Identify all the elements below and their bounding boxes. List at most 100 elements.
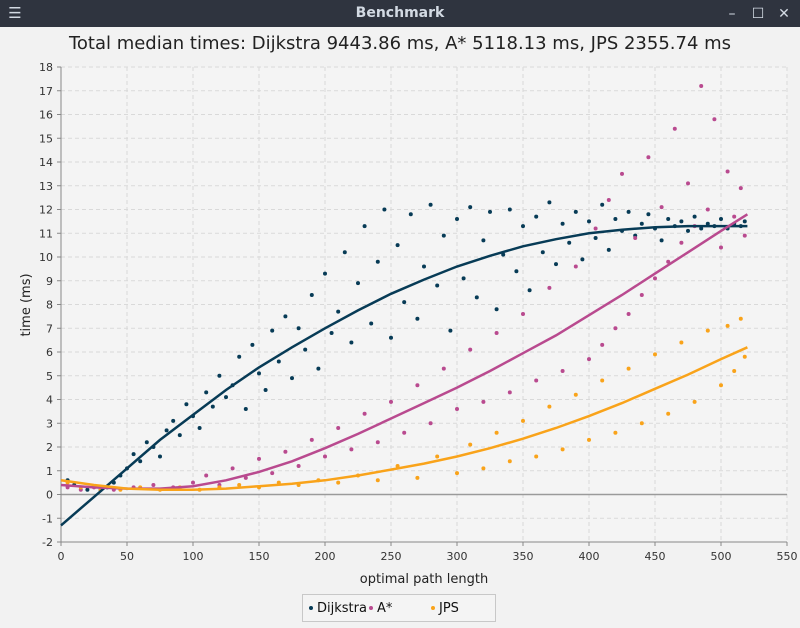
dijkstra-point xyxy=(270,328,275,333)
grid-lines xyxy=(60,66,788,543)
dijkstra-point xyxy=(501,252,506,257)
jps-point xyxy=(435,454,440,459)
astar-point xyxy=(686,181,690,186)
dijkstra-point xyxy=(547,200,552,205)
dijkstra-point xyxy=(686,228,690,233)
dijkstra-point xyxy=(144,440,149,445)
x-tick-label: 350 xyxy=(513,550,534,563)
astar-point xyxy=(653,276,657,281)
maximize-icon[interactable]: ☐ xyxy=(751,6,765,22)
dijkstra-point xyxy=(290,376,294,381)
astar-point xyxy=(606,198,611,202)
jps-point xyxy=(494,430,499,435)
y-tick-label: 14 xyxy=(39,156,53,169)
dijkstra-point xyxy=(567,240,572,245)
dijkstra-point xyxy=(389,335,393,340)
x-tick-label: 50 xyxy=(120,550,134,563)
jps-point xyxy=(679,340,684,345)
dijkstra-point xyxy=(448,328,453,333)
y-tick-label: 2 xyxy=(46,441,53,454)
dijkstra-point xyxy=(184,402,189,407)
astar-point xyxy=(742,233,747,238)
dijkstra-point xyxy=(488,209,492,214)
close-icon[interactable]: ✕ xyxy=(778,6,790,22)
dijkstra-point xyxy=(560,221,565,226)
astar-point xyxy=(547,285,552,290)
dijkstra-point xyxy=(356,281,360,286)
legend-label: A* xyxy=(377,601,393,616)
astar-point xyxy=(257,456,261,461)
astar-point xyxy=(659,205,664,210)
dijkstra-point xyxy=(316,366,321,371)
astar-point xyxy=(666,259,671,264)
dijkstra-point xyxy=(679,219,684,224)
astar-point xyxy=(639,293,644,297)
legend-marker-jps xyxy=(431,605,435,610)
astar-point xyxy=(455,407,459,411)
axes xyxy=(57,66,788,546)
dijkstra-point xyxy=(527,288,532,293)
astar-point xyxy=(323,454,327,459)
dijkstra-point xyxy=(131,452,136,457)
legend-marker-dijkstra xyxy=(309,605,313,610)
jps-point xyxy=(653,352,657,357)
x-tick-label: 500 xyxy=(711,550,732,563)
hamburger-icon[interactable]: ☰ xyxy=(8,4,22,22)
jps-point xyxy=(626,366,631,371)
dijkstra-point xyxy=(323,271,327,276)
dijkstra-point xyxy=(428,202,433,207)
y-tick-label: 0 xyxy=(46,489,53,502)
astar-point xyxy=(521,312,525,316)
y-tick-label: 17 xyxy=(39,85,53,98)
dijkstra-point xyxy=(461,276,466,281)
x-tick-label: 200 xyxy=(315,550,336,563)
astar-point xyxy=(672,126,677,131)
astar-point xyxy=(243,475,248,480)
dijkstra-point xyxy=(85,487,90,492)
astar-point xyxy=(712,117,717,122)
y-tick-label: 9 xyxy=(46,275,53,288)
dijkstra-point xyxy=(600,202,605,207)
astar-point xyxy=(362,411,367,416)
jps-point xyxy=(455,471,459,476)
jps-point xyxy=(742,354,747,359)
chart-title: Total median times: Dijkstra 9443.86 ms,… xyxy=(68,33,732,54)
dijkstra-point xyxy=(329,331,334,335)
y-tick-label: -2 xyxy=(42,536,53,549)
trend-lines xyxy=(60,213,749,527)
dijkstra-point xyxy=(646,212,651,217)
y-tick-label: 8 xyxy=(46,299,53,312)
astar-point xyxy=(296,464,301,468)
dijkstra-point xyxy=(494,307,499,312)
legend-item-dijkstra[interactable]: Dijkstra xyxy=(309,601,367,616)
x-tick-label: 150 xyxy=(249,550,270,563)
dijkstra-point xyxy=(441,233,446,238)
y-tick-label: 11 xyxy=(39,227,53,240)
dijkstra-point xyxy=(177,433,182,438)
astar-point xyxy=(587,357,591,362)
dijkstra-point xyxy=(276,359,281,364)
dijkstra-point xyxy=(514,269,519,274)
astar-trend-line xyxy=(60,213,749,490)
jps-point xyxy=(521,418,525,423)
astar-point xyxy=(309,437,314,442)
dijkstra-point xyxy=(422,264,426,269)
legend-item-jps[interactable]: JPS xyxy=(431,601,459,616)
jps-point xyxy=(613,430,618,435)
astar-point xyxy=(738,186,743,191)
minimize-icon[interactable]: – xyxy=(728,6,736,22)
dijkstra-point xyxy=(593,236,598,240)
dijkstra-point xyxy=(362,224,367,229)
dijkstra-point xyxy=(197,426,202,430)
dijkstra-point xyxy=(138,459,143,464)
dijkstra-point xyxy=(224,395,228,400)
dijkstra-point xyxy=(573,209,578,214)
dijkstra-point xyxy=(534,214,539,219)
dijkstra-point xyxy=(587,219,591,224)
dijkstra-point xyxy=(349,340,354,345)
x-tick-label: 0 xyxy=(58,550,65,563)
legend-item-astar[interactable]: A* xyxy=(369,601,392,616)
x-axis-label: optimal path length xyxy=(360,572,488,587)
y-tick-label: 18 xyxy=(39,61,53,74)
